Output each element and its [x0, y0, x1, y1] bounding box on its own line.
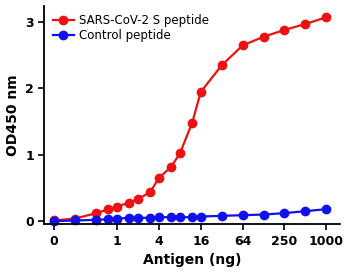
Control peptide: [106, 218, 111, 221]
Control peptide: [127, 216, 131, 219]
Control peptide: [282, 212, 286, 215]
SARS-CoV-2 S peptide: [261, 35, 266, 38]
Line: Control peptide: Control peptide: [50, 205, 330, 225]
SARS-CoV-2 S peptide: [148, 190, 152, 194]
SARS-CoV-2 S peptide: [94, 212, 98, 215]
SARS-CoV-2 S peptide: [169, 165, 173, 168]
Control peptide: [303, 210, 307, 213]
SARS-CoV-2 S peptide: [136, 198, 140, 201]
SARS-CoV-2 S peptide: [324, 16, 328, 19]
SARS-CoV-2 S peptide: [303, 22, 307, 26]
Control peptide: [261, 213, 266, 216]
Control peptide: [148, 216, 152, 219]
Control peptide: [73, 219, 77, 222]
Legend: SARS-CoV-2 S peptide, Control peptide: SARS-CoV-2 S peptide, Control peptide: [50, 11, 211, 44]
Control peptide: [324, 207, 328, 211]
SARS-CoV-2 S peptide: [240, 44, 245, 47]
SARS-CoV-2 S peptide: [157, 176, 161, 180]
Line: SARS-CoV-2 S peptide: SARS-CoV-2 S peptide: [50, 13, 330, 225]
Y-axis label: OD450 nm: OD450 nm: [6, 74, 20, 156]
SARS-CoV-2 S peptide: [282, 28, 286, 32]
Control peptide: [199, 215, 203, 218]
X-axis label: Antigen (ng): Antigen (ng): [143, 253, 241, 268]
SARS-CoV-2 S peptide: [115, 205, 119, 208]
SARS-CoV-2 S peptide: [190, 121, 194, 124]
SARS-CoV-2 S peptide: [127, 201, 131, 204]
Control peptide: [52, 219, 56, 223]
Control peptide: [169, 216, 173, 219]
Control peptide: [94, 218, 98, 221]
SARS-CoV-2 S peptide: [52, 219, 56, 222]
SARS-CoV-2 S peptide: [220, 64, 224, 67]
SARS-CoV-2 S peptide: [106, 207, 111, 211]
SARS-CoV-2 S peptide: [199, 90, 203, 93]
Control peptide: [115, 217, 119, 220]
Control peptide: [136, 216, 140, 219]
SARS-CoV-2 S peptide: [178, 152, 182, 155]
Control peptide: [220, 214, 224, 218]
Control peptide: [190, 216, 194, 219]
Control peptide: [240, 213, 245, 217]
SARS-CoV-2 S peptide: [73, 217, 77, 220]
Control peptide: [178, 216, 182, 219]
Control peptide: [157, 216, 161, 219]
